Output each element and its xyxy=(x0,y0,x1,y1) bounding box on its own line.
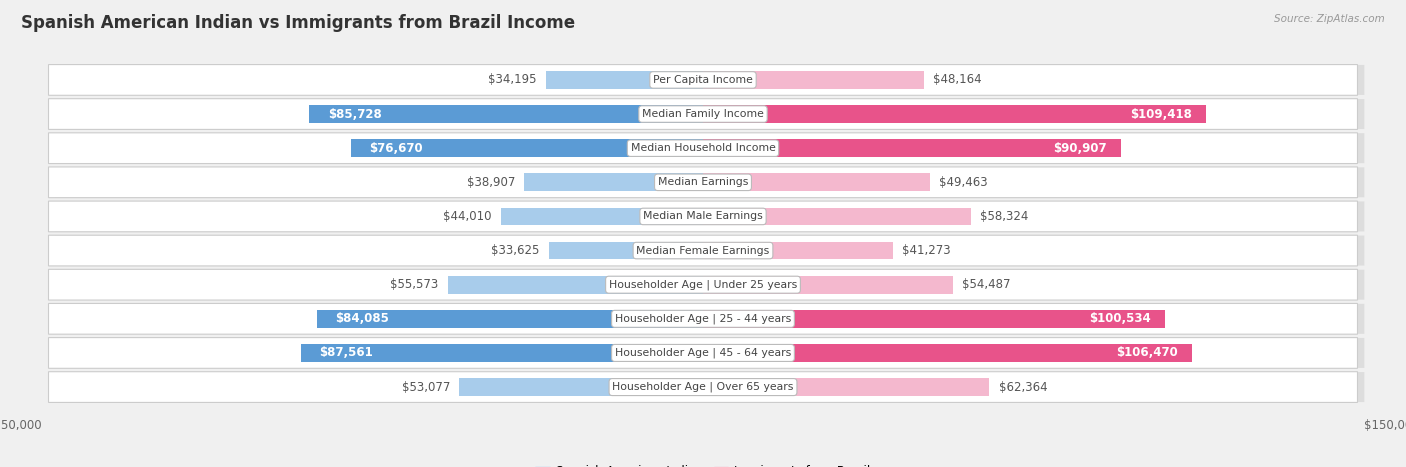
Text: $54,487: $54,487 xyxy=(963,278,1011,291)
Text: $109,418: $109,418 xyxy=(1130,107,1192,120)
Text: Median Household Income: Median Household Income xyxy=(630,143,776,153)
Text: $38,907: $38,907 xyxy=(467,176,515,189)
Text: Per Capita Income: Per Capita Income xyxy=(652,75,754,85)
Text: $34,195: $34,195 xyxy=(488,73,537,86)
Text: $100,534: $100,534 xyxy=(1090,312,1152,325)
Bar xyxy=(309,105,703,123)
Bar xyxy=(703,310,1164,328)
Text: $55,573: $55,573 xyxy=(391,278,439,291)
Text: $85,728: $85,728 xyxy=(328,107,381,120)
FancyBboxPatch shape xyxy=(48,133,1358,163)
Text: $87,561: $87,561 xyxy=(319,347,373,360)
Bar xyxy=(703,276,953,294)
FancyBboxPatch shape xyxy=(48,167,1358,198)
Text: Householder Age | Over 65 years: Householder Age | Over 65 years xyxy=(612,382,794,392)
FancyBboxPatch shape xyxy=(48,235,1358,266)
Bar xyxy=(548,242,703,260)
Text: $62,364: $62,364 xyxy=(998,381,1047,394)
Bar xyxy=(501,207,703,225)
Text: Median Earnings: Median Earnings xyxy=(658,177,748,187)
Text: Median Family Income: Median Family Income xyxy=(643,109,763,119)
Bar xyxy=(316,310,703,328)
FancyBboxPatch shape xyxy=(48,201,1358,232)
FancyBboxPatch shape xyxy=(55,99,1364,129)
Bar xyxy=(352,139,703,157)
Bar xyxy=(703,105,1205,123)
Text: Householder Age | Under 25 years: Householder Age | Under 25 years xyxy=(609,279,797,290)
Text: $58,324: $58,324 xyxy=(980,210,1028,223)
Bar xyxy=(460,378,703,396)
Bar xyxy=(703,71,924,89)
Text: $33,625: $33,625 xyxy=(491,244,540,257)
FancyBboxPatch shape xyxy=(48,372,1358,403)
Bar xyxy=(301,344,703,362)
FancyBboxPatch shape xyxy=(55,372,1364,402)
Text: Median Male Earnings: Median Male Earnings xyxy=(643,212,763,221)
FancyBboxPatch shape xyxy=(55,201,1364,232)
Text: Spanish American Indian vs Immigrants from Brazil Income: Spanish American Indian vs Immigrants fr… xyxy=(21,14,575,32)
Text: $90,907: $90,907 xyxy=(1053,142,1107,155)
Text: $84,085: $84,085 xyxy=(335,312,389,325)
Legend: Spanish American Indian, Immigrants from Brazil: Spanish American Indian, Immigrants from… xyxy=(530,460,876,467)
Bar xyxy=(546,71,703,89)
FancyBboxPatch shape xyxy=(48,64,1358,95)
Text: $49,463: $49,463 xyxy=(939,176,988,189)
FancyBboxPatch shape xyxy=(55,304,1364,334)
FancyBboxPatch shape xyxy=(48,269,1358,300)
Text: Householder Age | 25 - 44 years: Householder Age | 25 - 44 years xyxy=(614,313,792,324)
FancyBboxPatch shape xyxy=(55,235,1364,266)
Text: $48,164: $48,164 xyxy=(934,73,981,86)
Bar xyxy=(447,276,703,294)
Text: Householder Age | 45 - 64 years: Householder Age | 45 - 64 years xyxy=(614,348,792,358)
Bar xyxy=(703,242,893,260)
Bar xyxy=(703,207,972,225)
FancyBboxPatch shape xyxy=(48,304,1358,334)
FancyBboxPatch shape xyxy=(55,338,1364,368)
FancyBboxPatch shape xyxy=(48,338,1358,368)
Text: $53,077: $53,077 xyxy=(402,381,450,394)
Bar xyxy=(703,378,990,396)
FancyBboxPatch shape xyxy=(48,99,1358,129)
Text: Source: ZipAtlas.com: Source: ZipAtlas.com xyxy=(1274,14,1385,24)
Bar xyxy=(703,344,1192,362)
FancyBboxPatch shape xyxy=(55,167,1364,198)
FancyBboxPatch shape xyxy=(55,269,1364,300)
Bar xyxy=(703,139,1121,157)
Text: $41,273: $41,273 xyxy=(901,244,950,257)
FancyBboxPatch shape xyxy=(55,65,1364,95)
Text: Median Female Earnings: Median Female Earnings xyxy=(637,246,769,255)
FancyBboxPatch shape xyxy=(55,133,1364,163)
Text: $106,470: $106,470 xyxy=(1116,347,1178,360)
Bar xyxy=(524,173,703,191)
Text: $76,670: $76,670 xyxy=(370,142,423,155)
Text: $44,010: $44,010 xyxy=(443,210,492,223)
Bar xyxy=(703,173,931,191)
